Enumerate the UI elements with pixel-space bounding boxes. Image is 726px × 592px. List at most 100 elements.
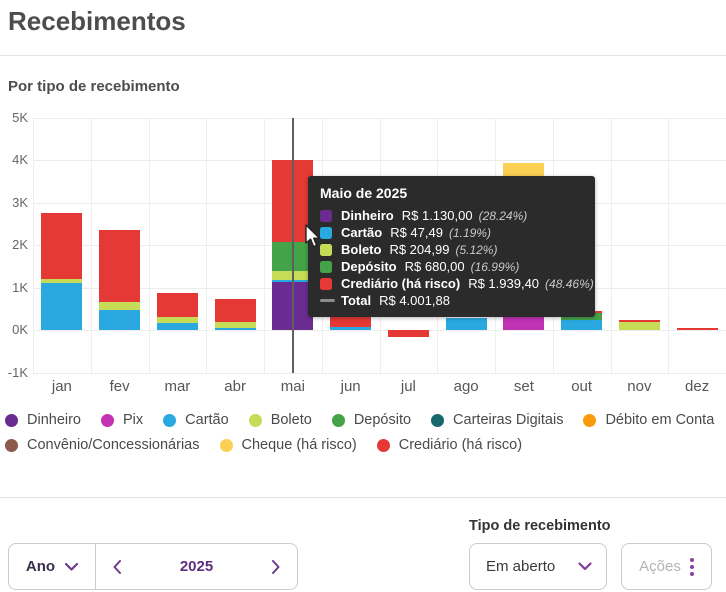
y-axis-tick-label: 2K [12,237,28,252]
tooltip-series-value: R$ 1.939,40 [468,276,540,291]
gridline [668,117,670,373]
bar-segment-mar[interactable] [156,323,198,330]
x-axis-label: jun [340,378,361,395]
period-selector-group: Ano 2025 [8,543,298,590]
x-axis-label: set [513,378,534,395]
x-axis-label: abr [224,378,246,395]
tooltip-series-label: Cartão [341,225,383,240]
legend-dot-icon [5,438,18,452]
y-axis-tick-label: 4K [12,152,28,167]
legend-item[interactable]: Convênio/Concessionárias [5,437,200,453]
period-type-dropdown[interactable]: Ano [9,544,96,589]
receipt-type-value: Em aberto [486,558,556,575]
total-dash-icon [320,299,335,302]
chevron-left-icon [113,559,121,574]
tooltip-series-percent: (48.46%) [545,276,594,291]
bar-segment-dez[interactable] [676,327,718,330]
bar-segment-jun[interactable] [330,327,372,330]
y-axis-tick-label: -1K [7,364,28,380]
tooltip-swatch-icon [320,243,332,256]
receipt-type-dropdown[interactable]: Em aberto [469,543,607,590]
gridline [610,117,612,373]
bar-segment-ago[interactable] [445,318,487,330]
legend-label: Depósito [353,412,412,428]
bar-segment-nov[interactable] [618,320,660,323]
bar-segment-abr[interactable] [214,327,256,330]
tooltip-row: Boleto R$ 204,99 (5.12%) [320,241,583,258]
bar-segment-out[interactable] [561,320,603,330]
tooltip-series-percent: (28.24%) [478,208,528,223]
next-year-button[interactable] [270,558,282,576]
legend-label: Carteiras Digitais [453,412,564,428]
legend-label: Cheque (há risco) [241,437,357,453]
tooltip-series-percent: (1.19%) [448,225,491,240]
legend-item[interactable]: Depósito [331,412,412,428]
bar-segment-jan[interactable] [41,279,83,283]
actions-button[interactable]: Ações [621,543,712,590]
gridline [33,372,726,374]
chart-legend: Dinheiro Pix Cartão Boleto Depósito Carteiras… [5,412,721,453]
legend-label: Boleto [270,412,312,428]
bar-segment-nov[interactable] [618,322,660,330]
legend-dot-icon [583,413,597,427]
chevron-down-icon [578,562,592,571]
footer-divider [0,497,726,498]
page-title: Recebimentos [8,6,186,36]
x-axis-label: nov [627,378,652,395]
legend-item[interactable]: Crediário (há risco) [376,437,523,453]
x-axis-label: jan [51,378,72,395]
mouse-cursor-icon [303,224,325,255]
chart-title: Por tipo de recebimento [8,78,180,95]
tooltip-total-label: Total [341,293,372,308]
x-axis-label: jul [400,378,416,395]
bar-segment-fev[interactable] [99,310,141,330]
legend-label: Débito em Conta [605,412,715,428]
legend-label: Crediário (há risco) [398,437,523,453]
legend-item[interactable]: Carteiras Digitais [431,412,563,428]
year-navigator: 2025 [96,544,297,589]
legend-dot-icon [248,413,262,427]
legend-item[interactable]: Cartão [163,412,229,428]
gridline [33,117,34,373]
bar-segment-abr[interactable] [214,298,256,322]
bar-segment-jan[interactable] [41,282,83,330]
chevron-down-icon [65,562,79,571]
x-axis-label: fev [109,378,130,395]
y-axis-tick-label: 5K [12,109,28,125]
legend-item[interactable]: Cheque (há risco) [219,437,357,453]
legend-label: Dinheiro [27,412,81,428]
kebab-menu-icon [689,557,694,576]
bar-segment-jan[interactable] [41,213,83,280]
bar-segment-fev[interactable] [99,302,141,311]
legend-item[interactable]: Dinheiro [5,412,81,428]
tooltip-series-label: Boleto [341,242,382,257]
crosshair-line [291,117,294,373]
legend-label: Pix [123,412,144,428]
bar-segment-jul[interactable] [387,330,429,337]
bar-segment-set[interactable] [503,315,545,330]
tooltip-series-label: Dinheiro [341,208,394,223]
legend-dot-icon [163,413,177,427]
legend-item[interactable]: Débito em Conta [583,412,714,428]
legend-label: Cartão [185,412,229,428]
tooltip-series-label: Crediário (há risco) [341,276,461,291]
header-divider [0,55,726,56]
bar-segment-fev[interactable] [99,230,141,303]
bar-segment-mar[interactable] [156,293,198,318]
tooltip-swatch-icon [320,260,332,273]
gridline [206,117,208,373]
bar-segment-mar[interactable] [156,317,198,324]
legend-dot-icon [376,438,390,452]
current-year: 2025 [179,558,214,575]
x-axis-label: ago [453,378,479,395]
x-axis-label: dez [685,378,710,395]
tooltip-swatch-icon [320,226,332,239]
gridline [264,117,265,373]
tooltip-series-value: R$ 680,00 [404,259,465,274]
tooltip-row: Crediário (há risco) R$ 1.939,40 (48.46%) [320,275,594,292]
bar-segment-abr[interactable] [214,321,256,328]
legend-item[interactable]: Boleto [248,412,312,428]
previous-year-button[interactable] [111,558,123,576]
legend-item[interactable]: Pix [101,412,143,428]
